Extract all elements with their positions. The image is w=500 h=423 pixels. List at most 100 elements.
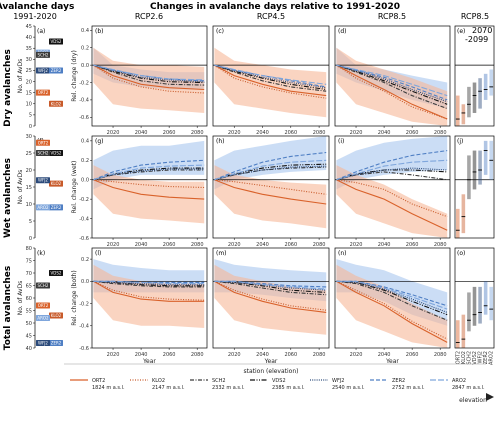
- station-marker-label: SCH2: [38, 151, 49, 156]
- y-axis-label: Rel. change (wet): [71, 161, 78, 214]
- x-tick-label: 2080: [313, 242, 326, 248]
- series-line-klo2: [214, 64, 327, 99]
- x-tick-label: 2020: [107, 242, 120, 248]
- col-title-changes: Changes in avalanche days relative to 19…: [150, 2, 400, 12]
- series-line-ort2: [214, 179, 327, 205]
- col-subtitle-period: 1991-2020: [13, 12, 57, 21]
- y-tick-label: 40: [26, 346, 32, 352]
- panel-g: 2020 2040 2060 2080 0.4 0.2 0.0 -0.2 -0.4 -0.6 Rel…: [71, 135, 208, 248]
- station-marker-ort2: [36, 302, 50, 309]
- legend-elevation-klo2: 2147 m a.s.l.: [152, 385, 185, 391]
- series-line-aro2: [93, 280, 205, 285]
- range-bar-zer2: [483, 281, 488, 315]
- range-bar-sch2: [467, 86, 471, 118]
- series-line-klo2: [93, 64, 205, 94]
- y-tick-label: 45: [26, 333, 32, 339]
- panel-label: (l): [95, 250, 101, 257]
- y-tick-label: 15: [26, 185, 32, 191]
- y-tick-label: 5: [29, 219, 32, 225]
- series-line-ort2: [93, 179, 205, 200]
- series-line-sch2: [214, 280, 327, 296]
- panel-i: 2020 2040 2060 2080 (i): [334, 135, 451, 248]
- panel-label: (b): [95, 28, 104, 35]
- y-tick-label: -0.4: [79, 216, 89, 222]
- y-tick-label: 0.4: [81, 28, 89, 34]
- range-bar-vds2: [472, 82, 477, 113]
- band-blue-area: [214, 136, 327, 190]
- station-marker-zer2: [49, 340, 63, 346]
- station-marker-sch2: [36, 282, 50, 289]
- panel-frame: [91, 135, 208, 239]
- panel-label: (a): [37, 28, 45, 35]
- category-label: KLO2: [461, 351, 467, 364]
- col-title-avalanche-days: Avalanche days: [0, 2, 74, 12]
- y-tick-label: 55: [26, 308, 32, 314]
- station-marker-vds2: [49, 150, 63, 156]
- band-orange-area: [214, 165, 327, 229]
- range-bar-klo2: [461, 104, 466, 125]
- x-tick-label: 2020: [107, 352, 120, 358]
- x-tick-label: 2060: [163, 242, 176, 248]
- station-marker-vds2: [49, 38, 63, 45]
- range-bar-aro2: [489, 286, 493, 321]
- station-marker-klo2: [49, 312, 63, 319]
- series-line-aro2: [336, 159, 448, 181]
- row-label-total: Total avalanches: [3, 266, 13, 351]
- y-tick-label: 10: [26, 202, 32, 208]
- station-marker-sch2: [36, 51, 50, 58]
- category-label: SCH2: [466, 351, 472, 365]
- x-tick-label: 2020: [350, 352, 363, 358]
- legend-station-klo2: KLO2: [152, 378, 165, 384]
- y-axis-label: No. of AvDs: [17, 281, 24, 316]
- station-marker-ort2: [36, 139, 50, 146]
- range-bar-wfj2: [478, 150, 482, 185]
- series-line-klo2: [93, 280, 205, 301]
- station-marker-sch2: [36, 150, 50, 156]
- panel-d: 2020 2040 2060 2080 (d): [334, 25, 451, 136]
- station-marker-label: ARO2: [37, 205, 49, 210]
- station-marker-klo2: [49, 180, 63, 187]
- y-tick-label: -0.2: [79, 80, 89, 86]
- legend-station-vds2: VDS2: [272, 378, 286, 384]
- y-tick-label: 0.4: [81, 139, 89, 145]
- row-label-dry: Dry avalanches: [3, 49, 13, 127]
- legend-station-sch2: SCH2: [212, 378, 226, 384]
- y-tick-label: 50: [26, 321, 32, 327]
- station-marker-wfj2: [36, 67, 50, 74]
- series-line-vds2: [214, 64, 327, 91]
- series-line-zer2: [214, 151, 327, 181]
- x-tick-label: 2080: [191, 242, 204, 248]
- range-bar-wfj2: [478, 286, 482, 324]
- legend-station-wfj2: WFJ2: [332, 378, 344, 384]
- x-tick-label: 2040: [378, 130, 391, 136]
- series-line-vds2: [336, 280, 448, 316]
- y-tick-label: 0.2: [81, 257, 89, 263]
- legend-elevation-sch2: 2332 m a.s.l.: [212, 385, 245, 391]
- band-orange-area: [336, 47, 448, 127]
- x-tick-label: 2060: [163, 130, 176, 136]
- station-marker-ort2: [36, 89, 50, 96]
- x-tick-label: 2060: [284, 242, 297, 248]
- series-line-sch2: [336, 280, 448, 321]
- y-axis-label: No. of AvDs: [17, 170, 24, 205]
- y-tick-label: -0.2: [79, 301, 89, 307]
- x-tick-label: 2080: [434, 242, 447, 248]
- panel-frame: [334, 247, 451, 349]
- x-tick-label: 2060: [406, 352, 419, 358]
- y-tick-label: 30: [26, 134, 32, 140]
- station-marker-aro2: [36, 315, 50, 321]
- y-axis-label: Rel. change (dry): [71, 50, 78, 102]
- category-label: ZER2: [483, 351, 489, 364]
- x-tick-label: 2040: [256, 352, 269, 358]
- series-line-aro2: [93, 164, 205, 181]
- series-line-wfj2: [214, 280, 327, 291]
- series-line-wfj2: [214, 165, 327, 181]
- x-tick-label: 2060: [163, 352, 176, 358]
- range-bar-klo2: [461, 314, 466, 348]
- station-marker-label: ZER2: [51, 341, 62, 346]
- station-marker-wfj2: [36, 340, 50, 346]
- range-bar-vds2: [472, 286, 477, 326]
- scenario-rcp85-right: RCP8.5: [461, 12, 489, 21]
- y-tick-label: 80: [26, 246, 32, 252]
